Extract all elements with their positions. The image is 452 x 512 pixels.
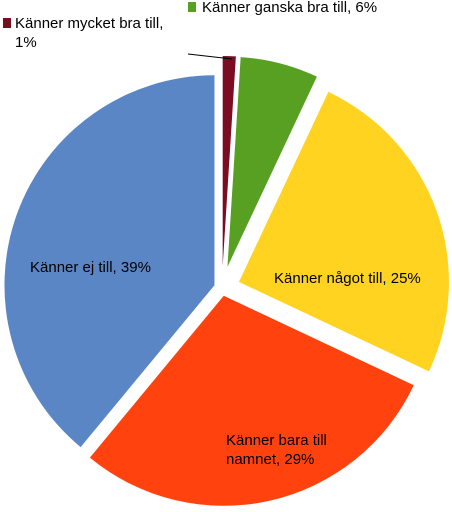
label-mycket-line1: Känner mycket bra till, [15,15,163,32]
legend-key-ganska [188,2,196,12]
slice-bara [89,295,414,506]
pie-slices [4,56,449,506]
label-nagot: Känner något till, 25% [274,270,421,287]
leader-line [187,53,233,60]
label-ganska: Känner ganska bra till, 6% [202,0,377,16]
slice-mycket [222,56,236,267]
label-mycket-line2: 1% [15,34,37,51]
slice-ganska [227,57,317,267]
slice-ej [4,75,215,448]
legend-key-mycket [3,18,11,28]
label-ej: Känner ej till, 39% [30,259,151,276]
label-bara-line1: Känner bara till [226,432,327,449]
label-bara-line2: namnet, 29% [226,451,314,468]
slice-nagot [238,91,449,372]
